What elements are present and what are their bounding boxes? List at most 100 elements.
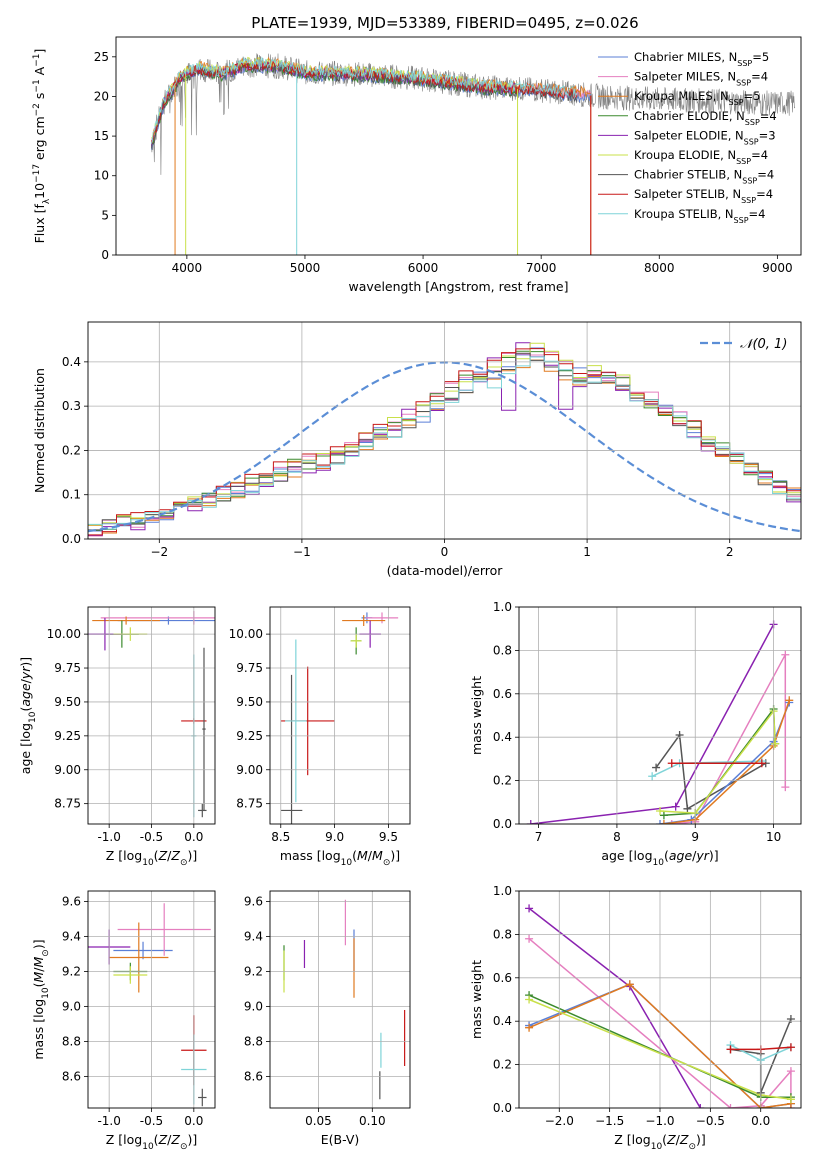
series-marker (625, 980, 634, 989)
y-tick-label: 0.3 (62, 399, 81, 413)
plot-area (283, 899, 406, 1100)
panel-residuals: −2 −1 0 1 2 0.0 0.1 0.2 0.3 0.4 (data-model)/error… (32, 321, 802, 578)
y-tick-label: 15 (94, 129, 109, 143)
axes-frame (115, 36, 802, 256)
x-tick-label: 9 (691, 830, 699, 844)
legend-label: Chabrier MILES, NSSP=5 (634, 50, 769, 68)
y-tick-label: 10 (94, 169, 109, 183)
series-marker (656, 806, 664, 815)
y-tick-label: 9.6 (244, 895, 263, 909)
series-marker (786, 1015, 795, 1024)
plot-area (151, 53, 796, 255)
x-tick-label: 2 (726, 545, 734, 559)
y-tick-label: 0.0 (493, 817, 512, 831)
y-tick-label: 0.2 (493, 774, 512, 788)
legend-label: Kroupa MILES, NSSP=5 (634, 89, 760, 107)
series-marker (659, 811, 668, 820)
series-marker (683, 804, 692, 813)
x-tick-label: −1.5 (595, 1114, 624, 1128)
y-tick-label: 9.0 (244, 1000, 263, 1014)
y-tick-label: 9.25 (54, 729, 81, 743)
x-tick-label: 9.5 (379, 830, 398, 844)
y-tick-label: 0.2 (62, 443, 81, 457)
series-marker (659, 820, 668, 824)
series-marker (667, 820, 676, 824)
series-marker (771, 739, 780, 748)
legend: 𝒩(0, 1) (700, 337, 787, 352)
y-tick-label: 8.75 (54, 797, 81, 811)
axes-frame (269, 890, 411, 1109)
x-tick-label: −1.0 (645, 1114, 674, 1128)
y-tick-label: 9.0 (62, 1000, 81, 1014)
y-tick-label: 8.6 (62, 1070, 81, 1084)
x-tick-label: 0.05 (305, 1114, 332, 1128)
y-tick-label: 0.6 (493, 971, 512, 985)
legend-label: 𝒩(0, 1) (740, 337, 787, 352)
y-tick-label: 8.75 (236, 797, 263, 811)
legend: Chabrier MILES, NSSP=5 Salpeter MILES, NS… (598, 50, 777, 224)
axes-frame (87, 321, 802, 540)
x-tick-label: -0.5 (140, 1114, 163, 1128)
panel-spectrum: 4000 5000 6000 7000 8000 9000 0 5 10 15 20 25 wavele… (32, 36, 802, 294)
panel-mass-vs-EBV: 0.05 0.10 8.6 8.8 9.0 9.2 9.4 9.6 E(B-V) (244, 890, 411, 1147)
x-tick-label: 7000 (526, 261, 557, 275)
y-tick-label: 9.2 (244, 965, 263, 979)
x-tick-label: 8000 (644, 261, 675, 275)
x-tick-label: -0.5 (140, 830, 163, 844)
y-tick-label: 0.1 (62, 488, 81, 502)
y-tick-label: 1.0 (493, 884, 512, 898)
y-tick-label: 9.4 (62, 930, 81, 944)
legend-label: Salpeter ELODIE, NSSP=3 (634, 128, 776, 146)
y-tick-label: 9.75 (236, 661, 263, 675)
series-marker (785, 696, 794, 705)
x-tick-label: 8 (613, 830, 621, 844)
series-marker (648, 772, 657, 781)
x-tick-label: 9000 (762, 261, 793, 275)
series-marker (726, 1104, 735, 1108)
x-tick-label: 0.10 (359, 1114, 386, 1128)
y-axis-label: Flux [fλ10−17 erg cm−2 s−1 A−1] (32, 49, 52, 244)
x-tick-label: -1.0 (97, 830, 120, 844)
legend-label: Chabrier STELIB, NSSP=4 (634, 168, 774, 186)
legend-label: Salpeter MILES, NSSP=4 (634, 70, 768, 88)
panel-massweight-vs-age: 7 8 9 10 0.0 0.2 0.4 0.6 0.8 1.0 age [log10(age/yr… (469, 600, 802, 868)
x-tick-label: 0.0 (184, 830, 203, 844)
y-tick-label: 10.00 (229, 627, 263, 641)
x-tick-label: 9.0 (325, 830, 344, 844)
series-marker (786, 1067, 795, 1076)
series-line (663, 700, 791, 824)
y-tick-label: 9.75 (54, 661, 81, 675)
legend-label: Kroupa STELIB, NSSP=4 (634, 207, 765, 225)
x-tick-label: −2 (150, 545, 168, 559)
y-tick-label: 0.2 (493, 1058, 512, 1072)
series-marker (726, 1045, 735, 1054)
y-tick-label: 0.6 (493, 687, 512, 701)
series-line (528, 907, 701, 1108)
y-tick-label: 0.0 (493, 1101, 512, 1115)
axes-frame (269, 606, 411, 825)
series-marker (786, 1043, 795, 1052)
legend-label: Kroupa ELODIE, NSSP=4 (634, 148, 768, 166)
y-tick-label: 20 (94, 89, 109, 103)
model-spectrum (151, 56, 577, 144)
series-marker (781, 650, 790, 659)
model-spectrum (151, 59, 577, 144)
x-axis-label: E(B-V) (321, 1132, 360, 1147)
series-marker (696, 1104, 705, 1108)
x-tick-label: −2.0 (545, 1114, 574, 1128)
x-tick-label: 8.5 (271, 830, 290, 844)
x-tick-label: 0.0 (751, 1114, 770, 1128)
plot-area (526, 620, 794, 824)
series-marker (525, 1023, 534, 1032)
y-tick-label: 0.8 (493, 927, 512, 941)
y-tick-label: 0.4 (493, 1014, 512, 1028)
series-marker (757, 759, 766, 768)
x-tick-label: −1 (293, 545, 311, 559)
legend-label: Salpeter STELIB, NSSP=4 (634, 187, 773, 205)
x-axis-label: wavelength [Angstrom, rest frame] (348, 279, 568, 294)
x-tick-label: -1.0 (97, 1114, 120, 1128)
series-line (530, 624, 775, 824)
y-tick-label: 25 (94, 50, 109, 64)
x-axis-label: (data-model)/error (387, 563, 504, 578)
